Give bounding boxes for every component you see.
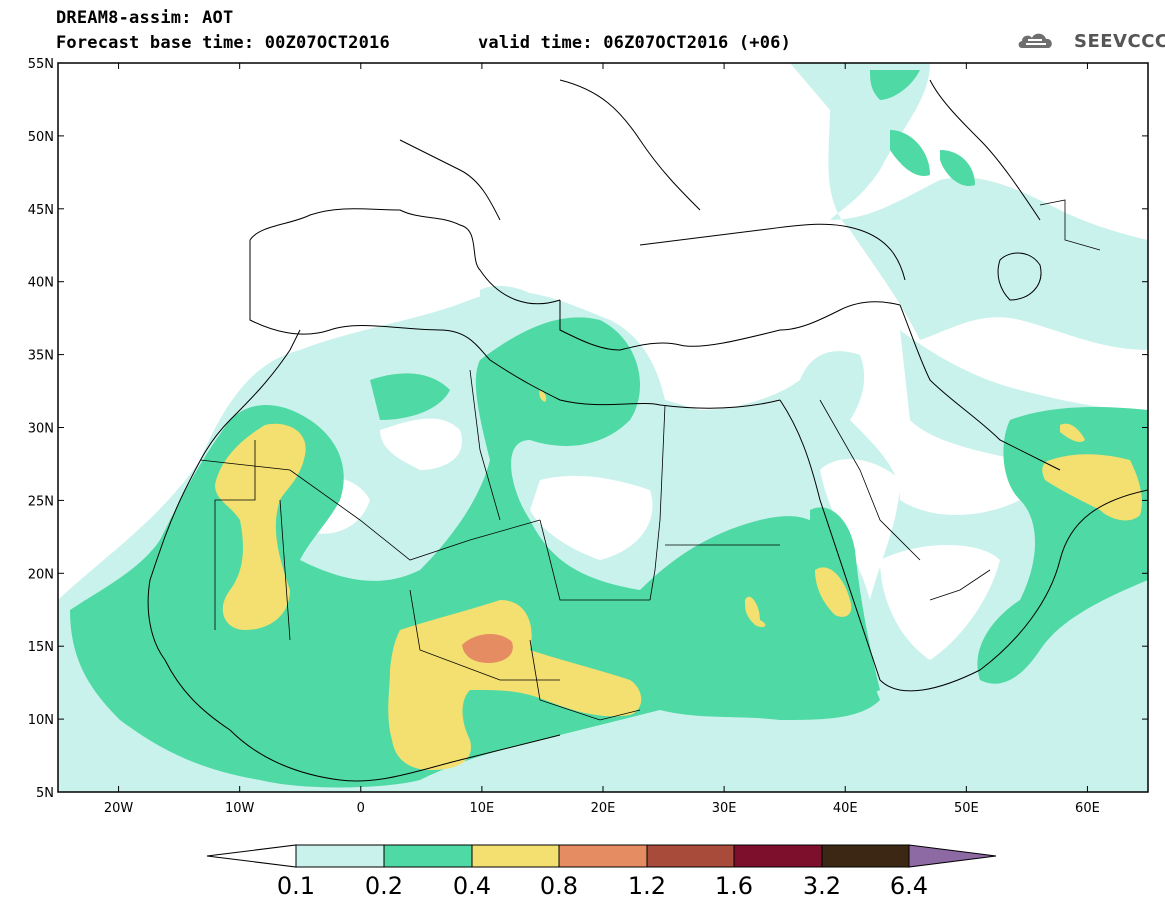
lon-label: 10E <box>470 801 495 816</box>
colorbar: 0.1 0.2 0.4 0.8 1.2 1.6 3.2 6.4 <box>206 844 997 900</box>
colorbar-bin-2 <box>383 844 473 868</box>
lon-label: 20E <box>591 801 616 816</box>
colorbar-label: 0.8 <box>540 872 578 900</box>
lon-label: 60E <box>1075 801 1100 816</box>
lat-label: 5N <box>36 786 54 801</box>
colorbar-bin-3 <box>471 844 560 868</box>
colorbar-bin-7 <box>821 844 910 868</box>
colorbar-high-arrow <box>908 844 997 868</box>
lat-label: 40N <box>28 276 54 291</box>
lon-label: 40E <box>833 801 858 816</box>
country-borders <box>199 199 1101 721</box>
colorbar-label: 3.2 <box>803 872 841 900</box>
lat-label: 30N <box>28 422 54 437</box>
lon-label: 10W <box>225 801 255 816</box>
cloud-logo-icon <box>1018 33 1052 48</box>
aot-level-0.4 <box>215 390 1142 770</box>
colorbar-label: 0.1 <box>277 872 315 900</box>
colorbar-bin-5 <box>646 844 735 868</box>
colorbar-label: 1.6 <box>715 872 753 900</box>
lat-label: 15N <box>28 640 54 655</box>
latitude-labels: 55N 50N 45N 40N 35N 30N 25N 20N 15N 10N 5N <box>28 57 1148 801</box>
lon-label: 20W <box>104 801 134 816</box>
lat-label: 50N <box>28 130 54 145</box>
coastlines <box>147 79 1148 782</box>
logo-text: SEEVCCC <box>1074 31 1165 52</box>
lon-label: 50E <box>954 801 979 816</box>
aot-level-0.8 <box>462 634 513 663</box>
colorbar-label: 6.4 <box>890 872 928 900</box>
longitude-labels: 20W 10W 0 10E 20E 30E 40E 50E 60E <box>104 63 1100 816</box>
lat-label: 20N <box>28 567 54 582</box>
colorbar-label: 0.4 <box>453 872 491 900</box>
colorbar-label: 0.2 <box>365 872 403 900</box>
lat-label: 45N <box>28 203 54 218</box>
colorbar-label: 1.2 <box>628 872 666 900</box>
colorbar-bin-1 <box>295 844 385 868</box>
valid-time: valid time: 06Z07OCT2016 (+06) <box>478 33 792 53</box>
colorbar-bin-6 <box>733 844 823 868</box>
base-time: Forecast base time: 00Z07OCT2016 <box>56 33 390 53</box>
lat-label: 10N <box>28 713 54 728</box>
lon-label: 0 <box>357 801 365 816</box>
lat-label: 25N <box>28 494 54 509</box>
product-title: DREAM8-assim: AOT <box>56 8 234 28</box>
lat-label: 55N <box>28 57 54 72</box>
colorbar-low-arrow <box>206 844 297 868</box>
lat-label: 35N <box>28 349 54 364</box>
lon-label: 30E <box>712 801 737 816</box>
colorbar-bin-4 <box>558 844 648 868</box>
